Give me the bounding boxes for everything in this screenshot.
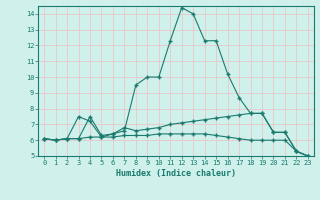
X-axis label: Humidex (Indice chaleur): Humidex (Indice chaleur) xyxy=(116,169,236,178)
